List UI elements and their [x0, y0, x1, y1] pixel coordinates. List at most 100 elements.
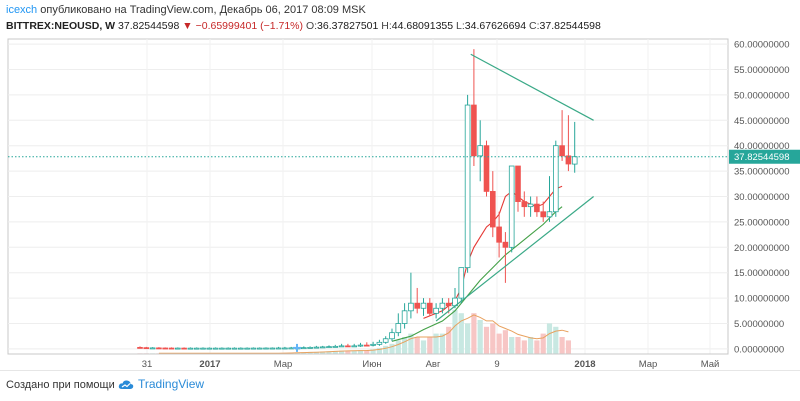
candle-body[interactable] [527, 203, 534, 208]
trendline-upper[interactable] [470, 53, 594, 121]
volume-bar [559, 337, 565, 354]
candle-body[interactable] [408, 302, 414, 312]
candle-body[interactable] [282, 347, 288, 350]
candle-body[interactable] [162, 347, 169, 350]
volume-bar [395, 340, 401, 354]
volume-bar [433, 333, 439, 354]
candle-body[interactable] [143, 347, 150, 350]
candle-body[interactable] [263, 347, 269, 350]
volume-bar [357, 350, 364, 354]
candle-body[interactable] [496, 226, 502, 243]
candle-body[interactable] [300, 347, 307, 350]
candle-body[interactable] [313, 346, 320, 349]
candle-body[interactable] [571, 156, 578, 165]
candle-body[interactable] [376, 341, 383, 345]
candle-body[interactable] [231, 347, 238, 350]
candle-body[interactable] [363, 344, 370, 347]
tradingview-logo[interactable]: TradingView [118, 377, 204, 391]
candle-body[interactable] [489, 191, 496, 228]
candle-body[interactable] [269, 347, 276, 350]
time-tick-label: 2018 [574, 359, 595, 370]
candle-body[interactable] [508, 165, 515, 248]
price-tick-label: 15.00000000 [734, 268, 789, 279]
candle-body[interactable] [534, 203, 540, 213]
candle-body[interactable] [193, 347, 200, 350]
candle-body[interactable] [502, 241, 509, 248]
author-link[interactable]: icexch [6, 4, 38, 16]
candle-body[interactable] [370, 343, 376, 346]
volume-bar [301, 352, 307, 354]
candle-body[interactable] [256, 347, 263, 350]
candle-body[interactable] [288, 347, 294, 350]
volume-bar [339, 350, 345, 354]
candle-body[interactable] [445, 302, 452, 307]
volume-bar [509, 337, 515, 354]
candle-body[interactable] [212, 347, 219, 350]
candle-body[interactable] [395, 323, 402, 334]
candle-body[interactable] [483, 145, 490, 192]
volume-bar [307, 351, 313, 354]
price-tick-label: 45.00000000 [734, 116, 789, 127]
candle-body[interactable] [156, 347, 162, 350]
candle-body[interactable] [345, 345, 351, 348]
price-chart[interactable]: 60.00000000 55.00000000 50.00000000 45.0000… [0, 36, 800, 370]
candle-body[interactable] [237, 347, 244, 350]
candle-body[interactable] [187, 347, 194, 350]
candle-body[interactable] [414, 302, 420, 309]
candle-body[interactable] [426, 302, 433, 314]
candle-body[interactable] [275, 347, 282, 350]
candle-body[interactable] [464, 104, 471, 269]
cloud-icon [118, 379, 134, 389]
candle-body[interactable] [401, 310, 408, 324]
candle-body[interactable] [357, 344, 364, 347]
candle-body[interactable] [319, 346, 326, 349]
volume-bar [565, 340, 571, 354]
price-tick-label: 0.00000000 [734, 344, 784, 355]
volume-bar [528, 337, 534, 354]
candle-body[interactable] [307, 346, 313, 349]
down-arrow-icon: ▼ [182, 20, 193, 32]
candle-body[interactable] [553, 145, 559, 213]
candle-body[interactable] [219, 347, 225, 350]
candle-body[interactable] [332, 345, 339, 348]
candle-body[interactable] [515, 165, 521, 202]
volume-bar [515, 337, 521, 354]
candle-body[interactable] [521, 201, 528, 208]
candle-body[interactable] [433, 307, 439, 314]
candle-body[interactable] [382, 338, 389, 343]
candle-body[interactable] [137, 346, 143, 349]
volume-bar [540, 333, 546, 354]
candle-body[interactable] [206, 347, 213, 350]
ma-slow-line [391, 206, 563, 342]
candle-body[interactable] [225, 347, 232, 350]
volume-bar [471, 313, 477, 354]
candle-body[interactable] [559, 145, 565, 157]
candle-body[interactable] [439, 302, 446, 309]
candle-body[interactable] [168, 347, 175, 350]
trendline-lower[interactable] [435, 196, 594, 322]
symbol-name[interactable]: BITTREX:NEOUSD, W [6, 20, 116, 32]
candle-body[interactable] [149, 347, 156, 350]
candle-body[interactable] [351, 345, 357, 348]
volume-bar [332, 350, 338, 354]
candle-body[interactable] [174, 347, 181, 350]
candle-body[interactable] [546, 211, 553, 218]
candle-body[interactable] [458, 267, 465, 299]
candle-body[interactable] [200, 347, 206, 350]
candle-body[interactable] [565, 155, 572, 165]
price-change: −0.65999401 (−1.71%) [195, 20, 304, 32]
candle-body[interactable] [326, 346, 332, 349]
candle-body[interactable] [540, 211, 546, 218]
volume-ma-line [158, 314, 569, 354]
price-tick-label: 35.00000000 [734, 167, 789, 178]
candle-body[interactable] [471, 104, 477, 157]
candle-body[interactable] [244, 347, 250, 350]
candle-body[interactable] [338, 345, 345, 348]
candle-body[interactable] [477, 145, 483, 157]
candle-body[interactable] [389, 332, 395, 340]
volume-bar [389, 343, 395, 354]
candle-body[interactable] [250, 347, 257, 350]
volume-bar [420, 340, 427, 354]
candle-body[interactable] [420, 302, 427, 309]
candle-body[interactable] [181, 347, 187, 350]
